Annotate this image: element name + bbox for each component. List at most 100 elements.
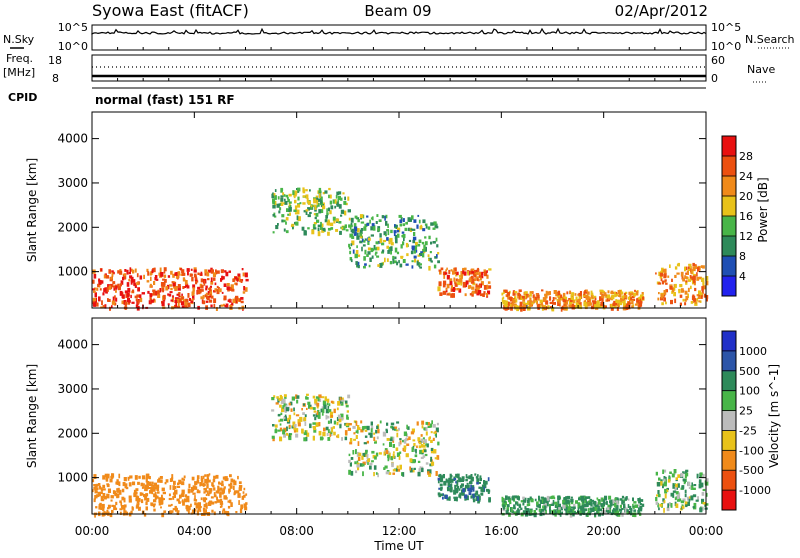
echo-cell: [232, 298, 236, 304]
noise-line: [91, 27, 707, 35]
echo-cell: [323, 427, 326, 432]
echo-cell: [272, 424, 275, 427]
echo-cell: [552, 500, 555, 505]
echo-cell: [167, 303, 170, 306]
echo-cell: [146, 498, 149, 501]
echo-cell: [374, 247, 377, 251]
echo-cell: [223, 303, 225, 307]
echo-cell: [297, 204, 301, 208]
echo-cell: [210, 304, 213, 308]
echo-cell: [525, 293, 528, 299]
echo-cell: [288, 433, 291, 437]
echo-cell: [469, 481, 473, 485]
echo-cell: [396, 421, 400, 424]
echo-cell: [703, 293, 706, 298]
echo-cell: [655, 471, 658, 476]
echo-cell: [290, 408, 293, 412]
x-tick-label: 00:00: [75, 524, 110, 538]
echo-cell: [402, 439, 405, 443]
echo-cell: [322, 192, 325, 195]
echo-cell: [432, 227, 436, 230]
echo-cell: [216, 496, 218, 501]
echo-cell: [276, 396, 279, 399]
echo-cell: [578, 497, 581, 501]
echo-cell: [396, 452, 401, 457]
echo-cell: [436, 244, 439, 248]
echo-cell: [196, 510, 199, 516]
echo-cell: [515, 495, 519, 499]
echo-cell: [682, 298, 685, 302]
echo-cell: [175, 274, 179, 279]
echo-cell: [405, 453, 409, 458]
echo-cell: [636, 504, 640, 507]
echo-cell: [161, 512, 165, 518]
echo-cell: [202, 300, 206, 305]
echo-cell: [573, 503, 576, 508]
echo-cell: [388, 472, 392, 475]
echo-cell: [382, 431, 387, 437]
echo-cell: [182, 478, 185, 481]
echo-cell: [224, 510, 227, 515]
echo-cell: [606, 294, 611, 299]
echo-cell: [396, 251, 400, 255]
echo-cell: [332, 426, 335, 429]
echo-cell: [184, 494, 188, 498]
echo-cell: [557, 506, 559, 510]
echo-cell: [625, 303, 628, 308]
echo-cell: [205, 292, 208, 296]
echo-cell: [134, 295, 138, 299]
echo-cell: [220, 304, 224, 307]
echo-cell: [438, 495, 442, 498]
echo-cell: [224, 476, 228, 482]
echo-cell: [357, 232, 359, 237]
echo-cell: [200, 289, 204, 292]
echo-cell: [168, 493, 171, 497]
echo-cell: [312, 395, 316, 399]
echo-cell: [294, 199, 297, 204]
echo-cell: [486, 488, 490, 492]
echo-cell: [293, 425, 296, 431]
echo-cell: [572, 300, 575, 303]
echo-cell: [165, 286, 169, 291]
echo-cell: [389, 261, 393, 265]
echo-cell: [625, 496, 628, 500]
echo-cell: [334, 205, 337, 209]
echo-cell: [560, 306, 563, 312]
echo-cell: [523, 304, 526, 308]
echo-cell: [615, 505, 618, 511]
echo-cell: [376, 214, 379, 217]
echo-cell: [462, 488, 465, 493]
echo-cell: [432, 437, 435, 441]
colorbar-tick-label: -500: [739, 464, 764, 477]
echo-cell: [314, 402, 318, 406]
echo-cell: [132, 279, 136, 283]
echo-cell: [114, 492, 118, 497]
echo-cell: [317, 227, 320, 232]
echo-cell: [221, 275, 224, 281]
echo-cell: [156, 290, 160, 295]
echo-cell: [280, 396, 283, 401]
echo-cell: [296, 399, 299, 404]
echo-cell: [508, 512, 511, 517]
echo-cell: [326, 398, 330, 403]
echo-cell: [690, 485, 694, 490]
echo-cell: [159, 288, 162, 293]
echo-cell: [231, 288, 235, 292]
echo-cell: [176, 511, 180, 515]
echo-cell: [128, 278, 131, 282]
echo-cell: [560, 506, 563, 511]
echo-cell: [603, 305, 607, 308]
echo-cell: [223, 276, 225, 280]
noise-panel: N.Sky 10^5 10^0 10^5 10^0 N.Search: [3, 21, 795, 53]
echo-cell: [328, 409, 332, 413]
echo-cell: [341, 399, 345, 402]
echo-cell: [110, 499, 113, 502]
echo-cell: [354, 253, 358, 259]
echo-cell: [108, 285, 112, 290]
echo-cell: [409, 467, 413, 473]
echo-cell: [281, 407, 285, 413]
echo-cell: [422, 219, 426, 224]
echo-cell: [474, 492, 477, 498]
echo-cell: [389, 456, 393, 460]
echo-cell: [335, 195, 338, 199]
